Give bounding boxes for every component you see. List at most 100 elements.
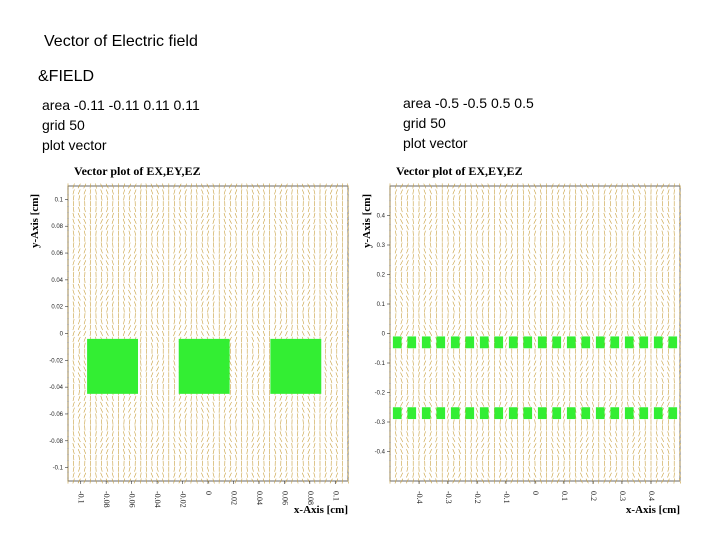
x-tick-label: -0.02: [179, 491, 188, 508]
x-tick-label: 0.1: [331, 491, 340, 501]
command-line: plot vector: [42, 137, 107, 153]
plot-title: Vector plot of EX,EY,EZ: [74, 164, 201, 178]
conductor-block: [450, 336, 460, 349]
conductor-block: [407, 336, 417, 349]
x-axis-label: x-Axis [cm]: [626, 504, 680, 516]
x-tick-label: 0.08: [306, 491, 315, 505]
y-tick-label: 0.4: [377, 214, 386, 220]
conductor-block: [595, 336, 605, 349]
plot-title: Vector plot of EX,EY,EZ: [396, 164, 523, 178]
conductor-block: [508, 407, 518, 420]
y-tick-label: 0.04: [51, 278, 63, 284]
x-tick-label: -0.3: [444, 491, 453, 504]
y-tick-label: 0: [60, 332, 64, 338]
x-tick-label: -0.06: [128, 491, 137, 508]
conductor-block: [668, 407, 678, 420]
conductor-block: [494, 407, 504, 420]
vector-arrows: [389, 183, 681, 484]
conductor-block: [566, 336, 576, 349]
command-block-left: area -0.11 -0.11 0.11 0.11 grid 50 plot …: [42, 95, 200, 155]
y-tick-label: -0.1: [53, 466, 64, 472]
command-block-right: area -0.5 -0.5 0.5 0.5 grid 50 plot vect…: [403, 93, 534, 153]
y-tick-label: 0.08: [51, 224, 63, 230]
x-tick-label: 0: [204, 491, 213, 495]
y-tick-label: 0.2: [377, 273, 386, 279]
y-tick-label: -0.3: [375, 420, 386, 426]
conductor-block: [610, 407, 620, 420]
y-tick-label: -0.08: [49, 439, 63, 445]
y-tick-label: -0.4: [375, 450, 386, 456]
vector-plot-left: Vector plot of EX,EY,EZ 0.1 0.08 0.06 0.04 0.…: [29, 164, 349, 516]
x-tick-label: 0.1: [560, 491, 569, 501]
command-line: grid 50: [42, 117, 85, 133]
x-tick-label: 0.4: [647, 491, 656, 501]
conductor-block: [610, 336, 620, 349]
y-tick-label: 0.1: [377, 302, 386, 308]
vector-field: [389, 183, 681, 484]
conductor-block: [552, 407, 562, 420]
conductor-block: [508, 336, 518, 349]
x-tick-label: -0.4: [415, 491, 424, 504]
conductor-block: [421, 407, 431, 420]
conductor-block: [87, 338, 138, 394]
x-tick-label: 0.06: [280, 491, 289, 505]
conductor-block: [581, 336, 591, 349]
conductor-block: [537, 407, 547, 420]
x-axis-label: x-Axis [cm]: [294, 504, 348, 516]
x-tick-label: 0.2: [589, 491, 598, 501]
x-tick-label: 0.02: [229, 491, 238, 505]
y-tick-label: -0.04: [49, 385, 63, 391]
conductor-block: [421, 336, 431, 349]
command-line: plot vector: [403, 135, 468, 151]
y-tick-label: 0.3: [377, 243, 386, 249]
conductor-block: [494, 336, 504, 349]
y-tick-label: -0.02: [49, 358, 63, 364]
y-tick-label: -0.1: [375, 361, 386, 367]
x-tick-label: -0.04: [153, 491, 162, 508]
y-tick-label: 0.1: [55, 197, 64, 203]
x-tick-label: -0.1: [502, 491, 511, 504]
conductor-block: [537, 336, 547, 349]
y-axis-label: y-Axis [cm]: [361, 194, 373, 248]
conductor-block: [668, 336, 678, 349]
conductor-block: [581, 407, 591, 420]
y-tick-label: -0.06: [49, 412, 63, 418]
conductor-block: [178, 338, 230, 394]
conductor-block: [552, 336, 562, 349]
conductor-block: [653, 407, 663, 420]
conductor-block: [653, 336, 663, 349]
conductor-block: [479, 407, 489, 420]
x-tick-label: 0.3: [618, 491, 627, 501]
conductor-block: [436, 407, 446, 420]
x-tick-label: 0: [531, 491, 540, 495]
command-line: area -0.5 -0.5 0.5 0.5: [403, 95, 534, 111]
conductor-block: [595, 407, 605, 420]
conductor-block: [270, 338, 322, 394]
x-tick-label: -0.08: [102, 491, 111, 508]
conductor-block: [639, 336, 649, 349]
conductor-block: [465, 336, 475, 349]
command-line: area -0.11 -0.11 0.11 0.11: [42, 97, 200, 113]
conductor-block: [639, 407, 649, 420]
conductor-block: [465, 407, 475, 420]
conductor-block: [566, 407, 576, 420]
section-label: &FIELD: [38, 68, 95, 85]
conductor-block: [523, 407, 533, 420]
x-tick-label: -0.1: [77, 491, 86, 504]
conductor-block: [436, 336, 446, 349]
conductor-block: [624, 336, 634, 349]
vector-plot-right: Vector plot of EX,EY,EZ 0.4 0.3 0.2 0.1 0 -0.1…: [361, 164, 681, 516]
y-tick-label: 0: [382, 332, 386, 338]
y-tick-label: 0.02: [51, 305, 63, 311]
conductor-block: [450, 407, 460, 420]
conductor-block: [624, 407, 634, 420]
conductor-block: [392, 336, 402, 349]
y-tick-label: -0.2: [375, 391, 386, 397]
x-tick-label: 0.04: [255, 491, 264, 505]
page-title: Vector of Electric field: [44, 33, 198, 50]
y-tick-label: 0.06: [51, 251, 63, 257]
x-tick-label: -0.2: [473, 491, 482, 504]
command-line: grid 50: [403, 115, 446, 131]
conductor-block: [479, 336, 489, 349]
conductor-block: [523, 336, 533, 349]
